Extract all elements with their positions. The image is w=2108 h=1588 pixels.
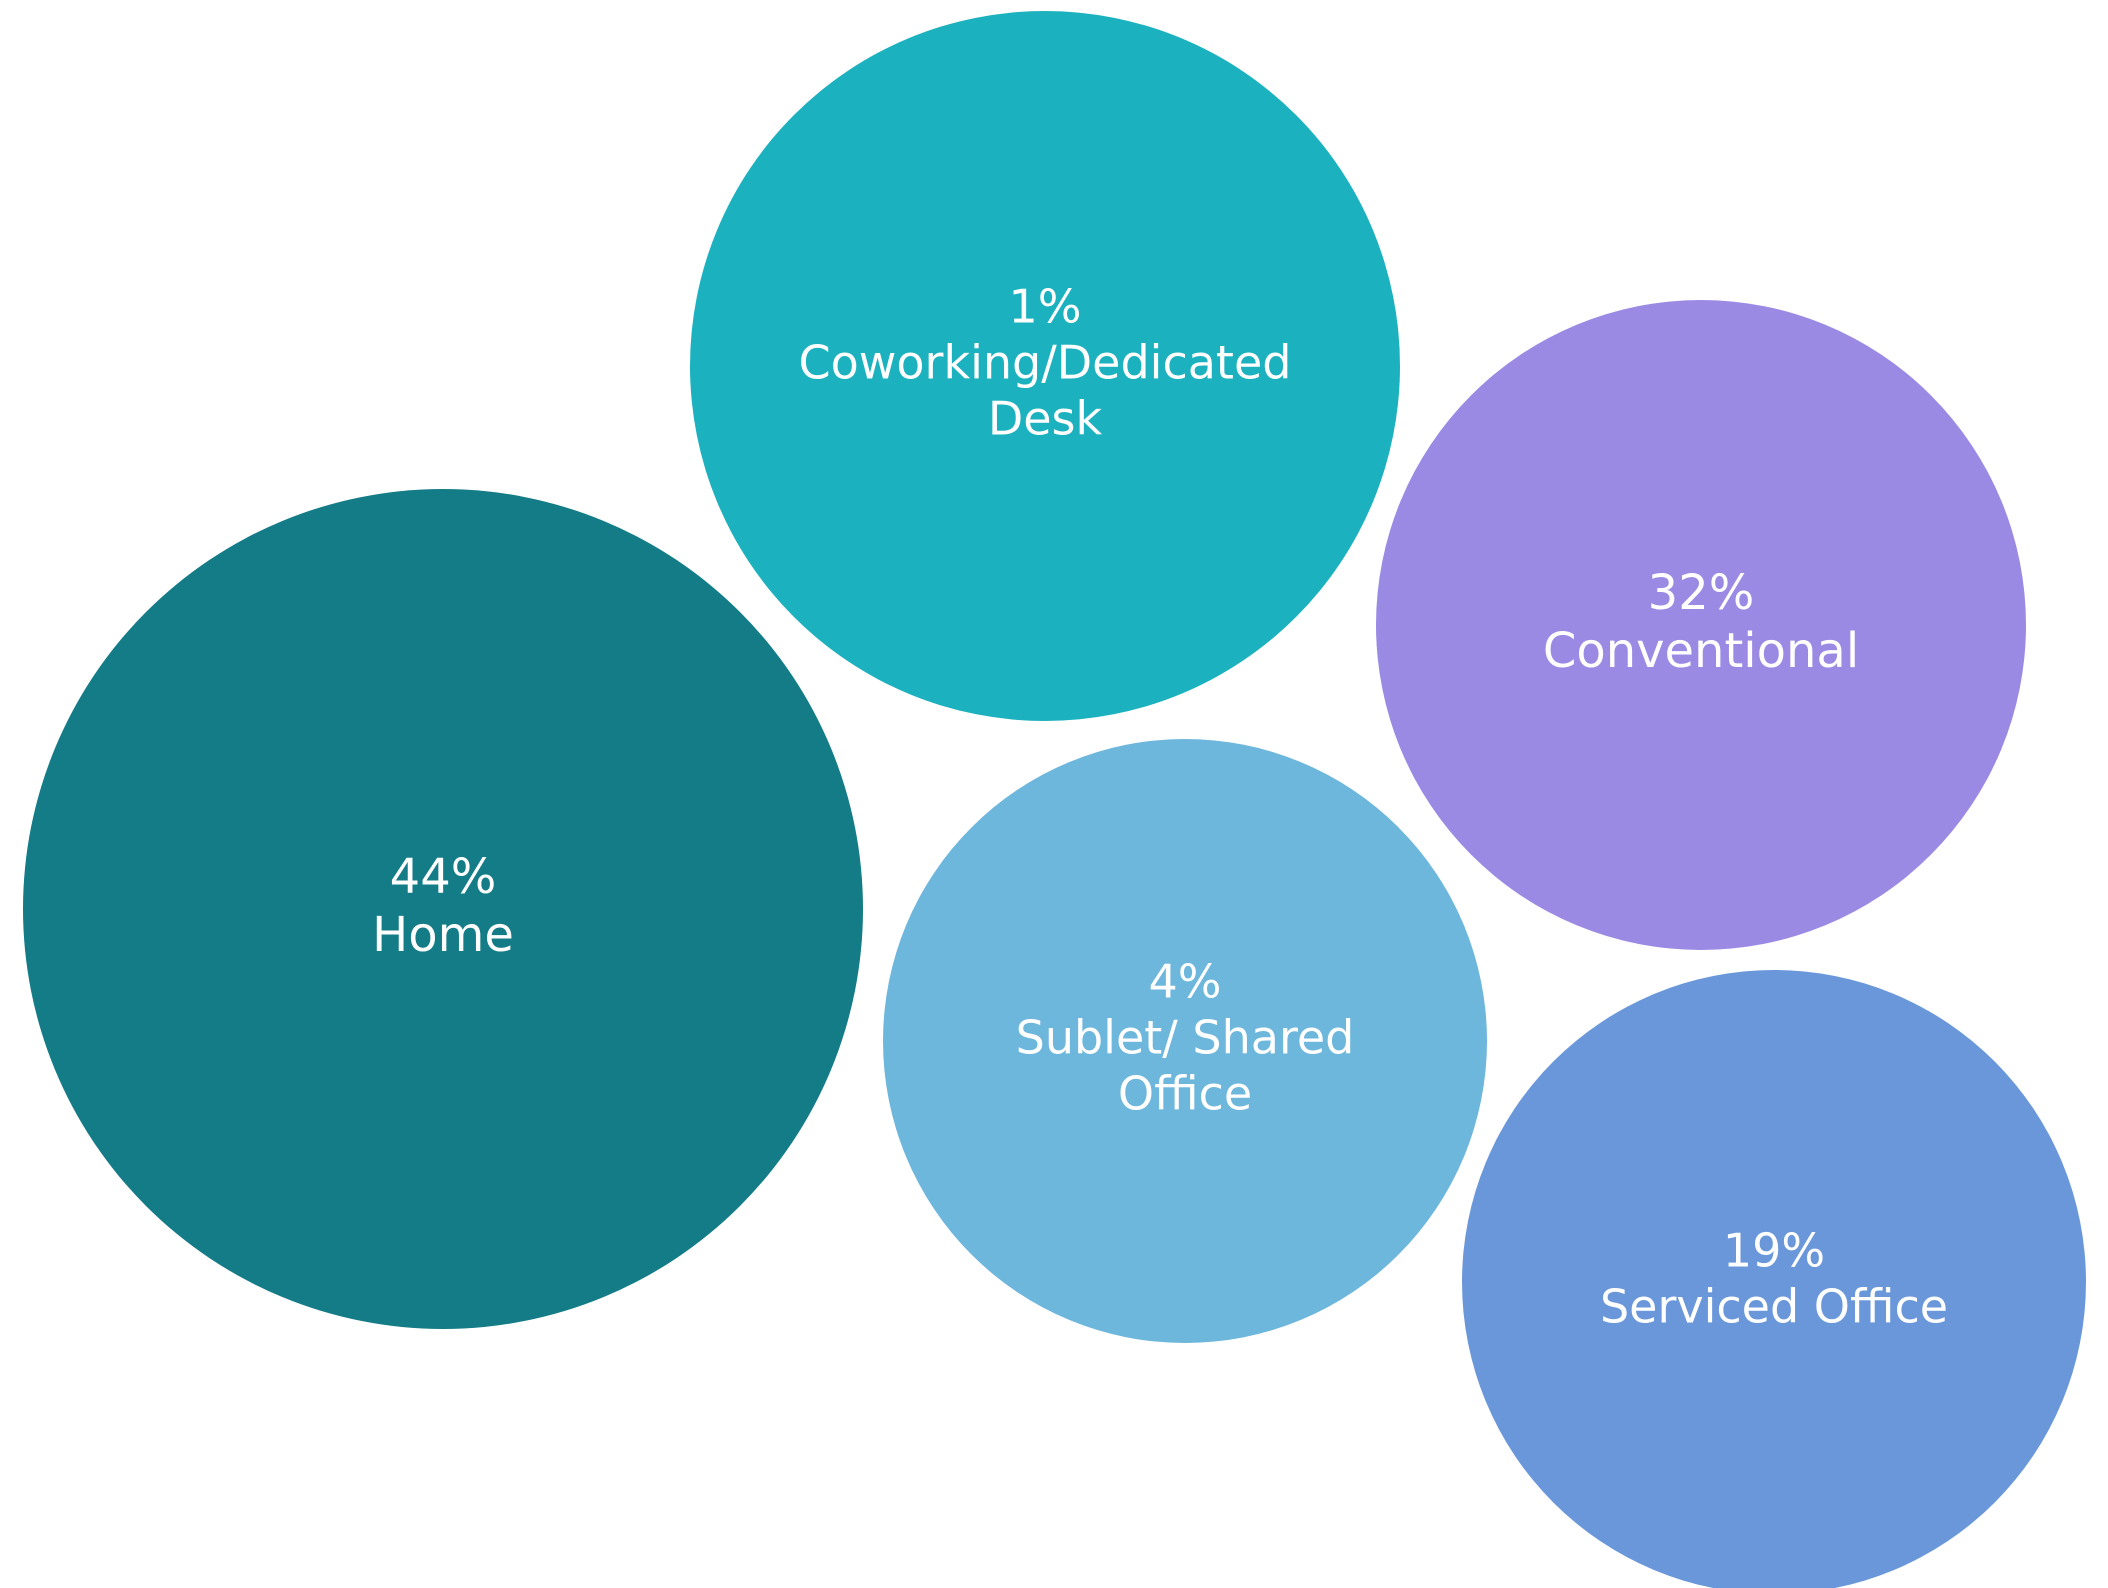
bubble-home: 44%Home (23, 489, 863, 1329)
bubble-category-label-conventional: Conventional (1543, 623, 1859, 679)
bubble-category-label-sublet-shared-office: Office (1118, 1067, 1252, 1121)
bubble-value-label-sublet-shared-office: 4% (1149, 955, 1222, 1009)
bubble-category-label-serviced-office: Serviced Office (1600, 1280, 1948, 1334)
bubble-value-label-serviced-office: 19% (1723, 1224, 1825, 1278)
bubble-serviced-office: 19%Serviced Office (1462, 970, 2086, 1588)
bubble-category-label-home: Home (372, 907, 514, 963)
bubble-category-label-coworking-dedicated-desk: Coworking/Dedicated (799, 336, 1292, 390)
bubble-circle-coworking-dedicated-desk (690, 11, 1400, 721)
bubble-value-label-coworking-dedicated-desk: 1% (1009, 280, 1082, 334)
bubble-circle-serviced-office (1462, 970, 2086, 1588)
bubble-category-label-sublet-shared-office: Sublet/ Shared (1016, 1011, 1355, 1065)
bubble-conventional: 32%Conventional (1376, 300, 2026, 950)
bubble-circle-home (23, 489, 863, 1329)
bubble-category-label-coworking-dedicated-desk: Desk (988, 392, 1103, 446)
bubble-circle-sublet-shared-office (883, 739, 1487, 1343)
bubble-value-label-conventional: 32% (1648, 565, 1755, 621)
bubble-circle-conventional (1376, 300, 2026, 950)
bubble-value-label-home: 44% (390, 849, 497, 905)
